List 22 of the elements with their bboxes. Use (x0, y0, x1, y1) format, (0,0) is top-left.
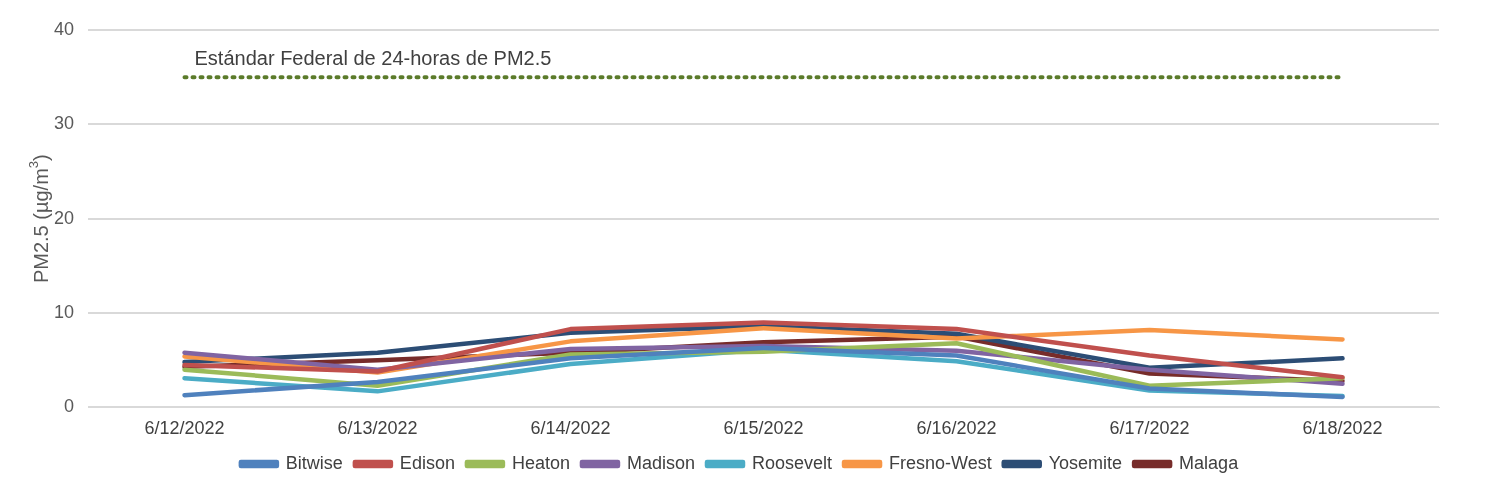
x-tick-label: 6/17/2022 (1109, 418, 1190, 439)
y-tick-label: 40 (53, 18, 75, 39)
legend-label: Roosevelt (751, 452, 833, 473)
ref-line-label: Estándar Federal de 24-horas de PM2.5 (194, 46, 552, 69)
x-tick-label: 6/18/2022 (1302, 418, 1383, 439)
x-tick-label: 6/15/2022 (723, 418, 804, 439)
x-tick-label: 6/13/2022 (337, 418, 418, 439)
y-tick-label: 10 (53, 302, 75, 323)
y-axis-title: PM2.5 (µg/m3) (25, 154, 52, 284)
x-tick-label: 6/14/2022 (530, 418, 611, 439)
y-tick-label: 30 (53, 113, 75, 134)
legend-label: Yosemite (1048, 452, 1123, 473)
legend-label: Heaton (511, 452, 570, 473)
x-tick-label: 6/12/2022 (144, 418, 225, 439)
legend-label: Madison (626, 452, 695, 473)
y-tick-label: 0 (64, 396, 75, 417)
legend-label: Fresno-West (889, 452, 992, 473)
y-tick-label: 20 (53, 207, 75, 228)
legend-label: Bitwise (285, 452, 343, 473)
legend-label: Edison (399, 452, 455, 473)
legend-label: Malaga (1179, 452, 1240, 473)
x-tick-label: 6/16/2022 (916, 418, 997, 439)
